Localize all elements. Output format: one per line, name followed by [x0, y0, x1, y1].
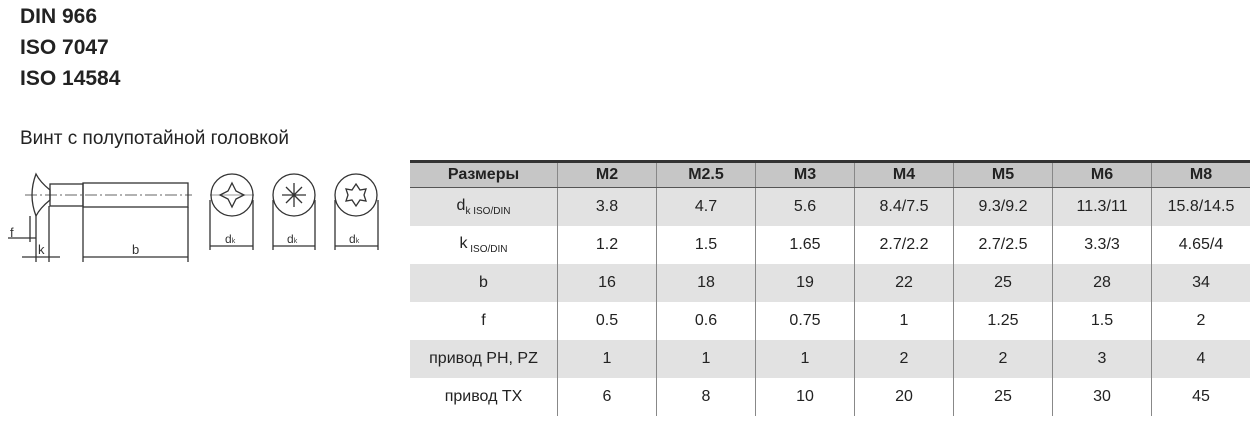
table-cell: 18	[656, 264, 756, 302]
table-cell: 8	[656, 378, 756, 416]
pozidriv-head-icon	[272, 173, 316, 250]
table-cell: 1	[557, 340, 657, 378]
column-header: M6	[1052, 161, 1152, 188]
torx-head-icon	[334, 173, 379, 250]
table-cell: 0.75	[755, 302, 855, 340]
column-header: M4	[854, 161, 954, 188]
row-label: привод PH, PZ	[410, 340, 558, 378]
row-label-text: b	[479, 274, 488, 291]
table-cell: 22	[854, 264, 954, 302]
table-cell: 3	[1052, 340, 1152, 378]
table-cell: 10	[755, 378, 855, 416]
table-cell: 2	[1151, 302, 1250, 340]
table-cell: 1.5	[656, 226, 756, 264]
table-row: b 16 18 19 22 25 28 34	[410, 264, 1250, 302]
table-cell: 1	[854, 302, 954, 340]
table-cell: 28	[1052, 264, 1152, 302]
product-title: Винт с полупотайной головкой	[20, 128, 289, 149]
table-cell: 2.7/2.2	[854, 226, 954, 264]
row-label: f	[410, 302, 558, 340]
table-cell: 19	[755, 264, 855, 302]
table-row: привод PH, PZ 1 1 1 2 2 3 4	[410, 340, 1250, 378]
screw-side-view-icon	[8, 172, 192, 262]
row-label-text: привод TX	[444, 388, 523, 405]
table-cell: 2	[953, 340, 1053, 378]
table-row: привод TX 6 8 10 20 25 30 45	[410, 378, 1250, 416]
table-cell: 3.8	[557, 187, 657, 226]
table-cell: 45	[1151, 378, 1250, 416]
table-cell: 1.5	[1052, 302, 1152, 340]
table-cell: 2	[854, 340, 954, 378]
column-header: M2	[557, 161, 657, 188]
svg-text:b: b	[132, 242, 139, 257]
table-cell: 8.4/7.5	[854, 187, 954, 226]
row-label: dk ISO/DIN	[410, 187, 558, 226]
dimensions-table: Размеры M2 M2.5 M3 M4 M5 M6 M8 dk ISO/DIN 3.8 4.7…	[410, 160, 1250, 416]
table-cell: 1	[755, 340, 855, 378]
table-cell: 5.6	[755, 187, 855, 226]
column-header: M3	[755, 161, 855, 188]
row-label-sub: ISO/DIN	[467, 244, 508, 256]
standard-3: ISO 14584	[20, 67, 121, 90]
table-cell: 25	[953, 378, 1053, 416]
table-cell: 4.65/4	[1151, 226, 1250, 264]
row-label-text: d	[456, 196, 466, 214]
table-cell: 1.65	[755, 226, 855, 264]
row-label: b	[410, 264, 558, 302]
row-label-sub: k ISO/DIN	[465, 206, 511, 218]
column-header: Размеры	[410, 161, 558, 188]
row-label-text: f	[481, 312, 486, 329]
table-cell: 20	[854, 378, 954, 416]
row-label-text: k	[459, 234, 468, 252]
table-cell: 4.7	[656, 187, 756, 226]
phillips-head-icon	[209, 173, 254, 250]
table-cell: 34	[1151, 264, 1250, 302]
column-header: M8	[1151, 161, 1250, 188]
row-label-text: привод PH, PZ	[429, 350, 538, 367]
table-cell: 1	[656, 340, 756, 378]
table-row: k ISO/DIN 1.2 1.5 1.65 2.7/2.2 2.7/2.5 3.3/3 4.…	[410, 226, 1250, 264]
table-cell: 30	[1052, 378, 1152, 416]
svg-text:k: k	[38, 242, 45, 257]
table-cell: 25	[953, 264, 1053, 302]
svg-text:dk: dk	[287, 232, 298, 246]
column-header: M2.5	[656, 161, 756, 188]
table-row: f 0.5 0.6 0.75 1 1.25 1.5 2	[410, 302, 1250, 340]
column-header: M5	[953, 161, 1053, 188]
table-cell: 11.3/11	[1052, 187, 1152, 226]
svg-text:dk: dk	[225, 232, 236, 246]
row-label: привод TX	[410, 378, 558, 416]
table-row: dk ISO/DIN 3.8 4.7 5.6 8.4/7.5 9.3/9.2 11.3/11…	[410, 187, 1250, 226]
table-cell: 2.7/2.5	[953, 226, 1053, 264]
table-cell: 3.3/3	[1052, 226, 1152, 264]
table-cell: 0.5	[557, 302, 657, 340]
table-cell: 9.3/9.2	[953, 187, 1053, 226]
standard-1: DIN 966	[20, 5, 98, 28]
table-cell: 6	[557, 378, 657, 416]
table-cell: 15.8/14.5	[1151, 187, 1250, 226]
svg-text:dk: dk	[349, 232, 360, 246]
table-cell: 4	[1151, 340, 1250, 378]
table-cell: 16	[557, 264, 657, 302]
svg-text:f: f	[10, 225, 14, 240]
row-label: k ISO/DIN	[410, 226, 558, 264]
table-cell: 1.2	[557, 226, 657, 264]
standard-2: ISO 7047	[20, 36, 109, 59]
table-cell: 1.25	[953, 302, 1053, 340]
table-cell: 0.6	[656, 302, 756, 340]
screw-drawing: f k b dk dk dk	[8, 172, 379, 262]
